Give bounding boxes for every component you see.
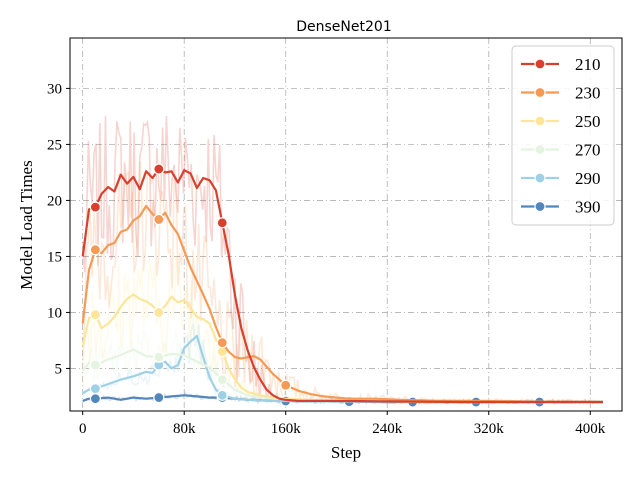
- legend-label: 390: [575, 198, 601, 217]
- y-tick-label: 5: [55, 361, 63, 377]
- series-marker: [89, 309, 101, 321]
- series-marker: [89, 244, 101, 256]
- series-marker: [153, 306, 165, 319]
- x-tick-label: 320k: [474, 421, 505, 437]
- series-marker: [216, 337, 228, 349]
- legend-label: 230: [575, 84, 601, 103]
- series-marker: [216, 217, 228, 229]
- series-marker: [89, 359, 101, 371]
- legend: 210 230 250 270 290 390: [511, 45, 615, 226]
- ticks: 0 80k 160k 240k 320k 400k 5 10 15 20 25 30: [47, 81, 606, 437]
- x-tick-label: 160k: [271, 421, 302, 437]
- y-tick-label: 10: [47, 305, 62, 321]
- series-layer: [81, 163, 604, 408]
- series-marker: [89, 393, 101, 405]
- series-marker: [153, 351, 165, 363]
- series-line: [81, 168, 603, 404]
- series-line: [82, 334, 603, 404]
- y-tick-label: 15: [47, 249, 62, 265]
- y-tick-label: 30: [47, 81, 62, 97]
- legend-marker: [534, 172, 546, 184]
- x-tick-label: 240k: [372, 421, 403, 437]
- legend-label: 270: [575, 141, 601, 160]
- legend-marker: [534, 86, 546, 99]
- series-marker: [216, 389, 228, 401]
- x-axis-label: Step: [331, 443, 361, 462]
- legend-marker: [534, 58, 546, 70]
- x-tick-label: 0: [79, 421, 87, 437]
- series-marker: [280, 379, 292, 391]
- series-marker: [89, 201, 101, 213]
- plot-frame: [69, 37, 623, 412]
- series-line: [81, 293, 603, 404]
- chart-title: DenseNet201: [296, 19, 391, 35]
- legend-marker: [534, 115, 546, 127]
- y-tick-label: 25: [47, 137, 62, 153]
- series-marker: [153, 213, 165, 226]
- y-axis-label: Model Load Times: [17, 160, 36, 289]
- series-line: [81, 204, 604, 404]
- series-marker: [153, 391, 165, 404]
- x-tick-label: 400k: [575, 421, 606, 437]
- series-marker: [89, 382, 101, 395]
- legend-label: 250: [575, 112, 601, 131]
- series-marker: [153, 163, 165, 175]
- x-tick-label: 80k: [173, 421, 196, 437]
- legend-marker: [534, 200, 546, 213]
- legend-label: 210: [575, 55, 601, 74]
- legend-label: 290: [575, 169, 601, 188]
- legend-marker: [534, 143, 546, 156]
- series-marker: [216, 374, 228, 386]
- y-tick-label: 20: [47, 193, 62, 209]
